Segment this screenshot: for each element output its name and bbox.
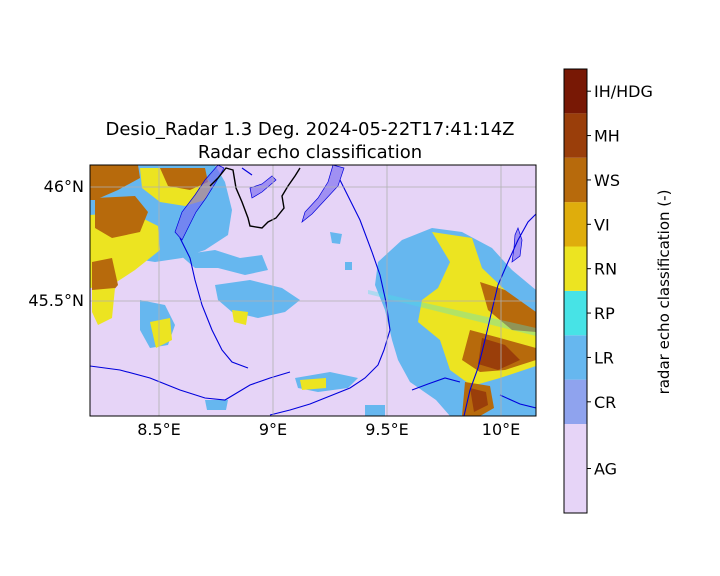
y-tick-label: 46°N (44, 177, 84, 196)
gridlines (90, 165, 536, 416)
x-tick-label: 8.5°E (137, 420, 181, 439)
colorbar-class-label: WS (594, 171, 620, 190)
colorbar-class-label: VI (594, 215, 610, 234)
river-ticino (179, 237, 249, 369)
chart-title: Desio_Radar 1.3 Deg. 2024-05-22T17:41:14… (105, 119, 515, 140)
colorbar-class-label: IH/HDG (594, 82, 653, 101)
rivers (90, 167, 536, 416)
colorbar-swatch (564, 202, 587, 247)
chart-subtitle: Radar echo classification (197, 142, 423, 163)
echo-region (365, 405, 385, 416)
colorbar-swatch (564, 113, 587, 158)
x-tick-label: 10°E (482, 420, 520, 439)
x-tick-label: 9.5°E (365, 420, 409, 439)
echo-region (160, 168, 208, 190)
colorbar-class-label: MH (594, 127, 620, 146)
echo-region (300, 378, 326, 390)
echo-region (470, 388, 488, 412)
lake-como (301, 165, 345, 223)
river-adda (269, 179, 391, 416)
colorbar-swatch (564, 246, 587, 291)
colorbar-swatch (564, 335, 587, 380)
echo-region (150, 318, 172, 348)
colorbar-swatch (564, 157, 587, 203)
river-serio (411, 377, 461, 391)
river-lambro (241, 167, 253, 176)
colorbar-label: radar echo classification (-) (655, 190, 673, 395)
x-tick-label: 9°E (259, 420, 287, 439)
colorbar-swatch (564, 69, 587, 114)
river-po (90, 365, 291, 401)
y-tick-label: 45.5°N (28, 291, 84, 310)
map-frame (89, 164, 537, 417)
river-mincio (499, 394, 536, 409)
x-axis-ticks: 8.5°E 9°E 9.5°E 10°E (137, 420, 520, 439)
echo-region (232, 310, 248, 325)
echo-region (180, 250, 268, 275)
colorbar-swatch (564, 379, 587, 424)
colorbar-class-label: RN (594, 260, 617, 279)
echo-region (478, 338, 520, 370)
colorbar-swatch (564, 424, 587, 513)
y-axis-ticks: 46°N 45.5°N (28, 177, 84, 310)
echo-region (205, 400, 228, 410)
colorbar-class-label: LR (594, 348, 614, 367)
colorbar-class-label: CR (594, 393, 616, 412)
river-oglio (463, 213, 536, 416)
colorbar-class-label: RP (594, 304, 615, 323)
echo-region (90, 165, 140, 200)
country-border (209, 167, 301, 229)
colorbar: AG CR LR RP RN VI WS MH IH/HDG (563, 68, 653, 514)
echo-region (345, 262, 352, 270)
echo-region (92, 288, 115, 325)
chart-title-block: Desio_Radar 1.3 Deg. 2024-05-22T17:41:14… (60, 118, 560, 164)
echo-region (330, 232, 342, 244)
colorbar-swatch (564, 290, 587, 336)
colorbar-frame (563, 68, 588, 514)
colorbar-class-label: AG (594, 460, 617, 479)
echo-region (480, 282, 536, 332)
echo-region (215, 280, 300, 318)
beam-blockage-streak (368, 290, 536, 336)
echo-region (95, 196, 148, 238)
